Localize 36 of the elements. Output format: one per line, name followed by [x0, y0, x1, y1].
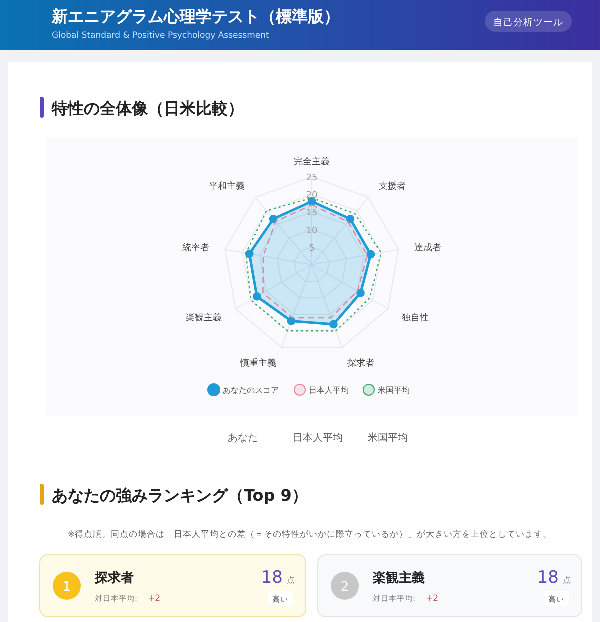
text: Global Standard & Positive Psychology Assessment — [52, 31, 270, 41]
text: +2 — [426, 594, 439, 604]
text: 18 — [537, 568, 559, 588]
spoke-label: 独自性 — [402, 312, 430, 324]
y-tick-label: 10 — [306, 226, 318, 236]
spoke-label: 完全主義 — [294, 156, 330, 168]
spoke-label: 支援者 — [378, 180, 406, 192]
y-tick-label: 15 — [306, 208, 318, 219]
spoke-label: 楽観主義 — [186, 312, 222, 324]
text: 1 — [62, 580, 72, 595]
text: 日本人平均 — [293, 432, 343, 444]
text: 18 — [261, 568, 283, 588]
text: 楽観主義 — [372, 570, 425, 586]
spoke-label: 慎重主義 — [239, 358, 276, 370]
text: 米国平均 — [368, 432, 408, 444]
text: +2 — [148, 594, 161, 604]
y-tick-label: 25 — [306, 174, 318, 184]
legend-label: 日本人平均 — [309, 386, 349, 395]
spoke-label: 達成者 — [414, 242, 442, 254]
text: 点 — [563, 576, 571, 585]
text: 点 — [287, 576, 295, 585]
y-tick-label: 20 — [306, 191, 318, 202]
text: あなた — [228, 433, 258, 444]
text: 自己分析ツール — [494, 16, 564, 28]
chart-title: 特性の全体像（日米比較） — [51, 99, 244, 118]
text: ※得点順。同点の場合は「日本人平均との差（＝その特性がいかに際立っているか）」が大きい方を上位としています。 — [68, 529, 552, 540]
spoke-label: 統率者 — [182, 242, 210, 254]
y-tick-label: 5 — [309, 244, 315, 254]
text: 探求者 — [94, 570, 134, 586]
text: 新エニアグラム心理学テスト（標準版） — [51, 7, 340, 26]
text: あなたの強みランキング（Top 9） — [52, 486, 308, 505]
text: 2 — [340, 580, 350, 595]
spoke-label: 探求者 — [348, 358, 375, 370]
spoke-label: 平和主義 — [209, 180, 246, 192]
legend-label: あなたのスコア — [223, 386, 279, 395]
legend-label: 米国平均 — [378, 386, 410, 395]
